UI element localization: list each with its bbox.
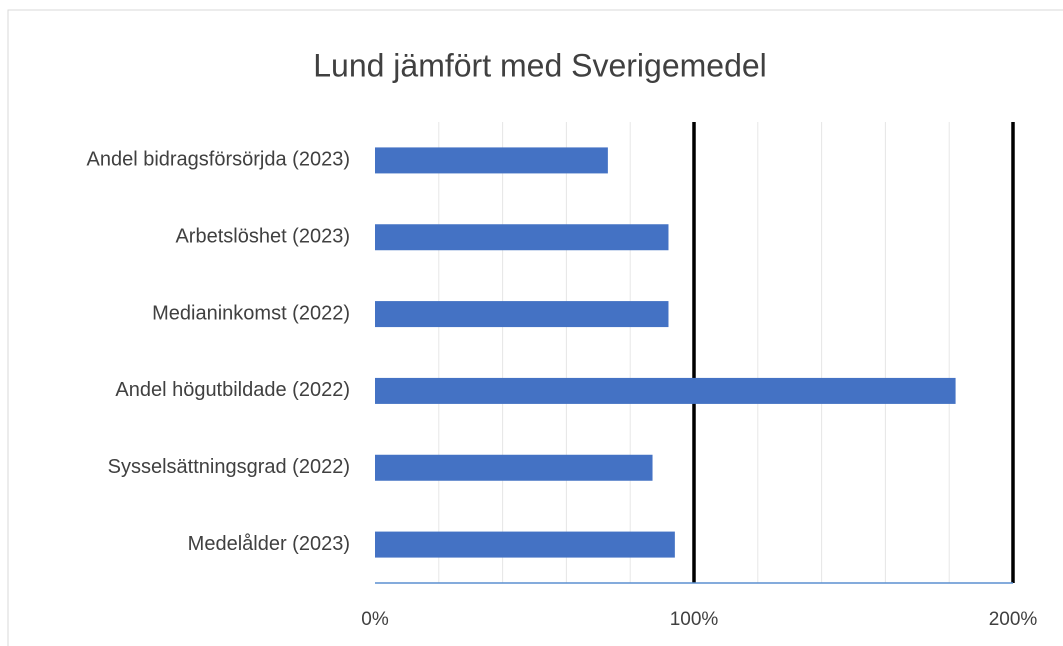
x-tick-label: 200% [989,609,1038,630]
chart-title: Lund jämfört med Sverigemedel [313,47,767,83]
bar [375,224,669,251]
bar [375,377,956,404]
bar [375,147,608,174]
y-tick-label: Sysselsättningsgrad (2022) [108,456,350,478]
bar [375,531,675,558]
x-tick-label: 100% [670,609,719,630]
y-tick-label: Andel högutbildade (2022) [115,379,350,401]
y-tick-label: Andel bidragsförsörjda (2023) [87,149,351,171]
y-tick-label: Arbetslöshet (2023) [175,226,350,248]
y-tick-label: Medelålder (2023) [188,533,350,555]
bar [375,301,669,328]
y-tick-label: Medianinkomst (2022) [152,302,350,324]
bar [375,454,653,481]
x-tick-label: 0% [361,609,389,630]
